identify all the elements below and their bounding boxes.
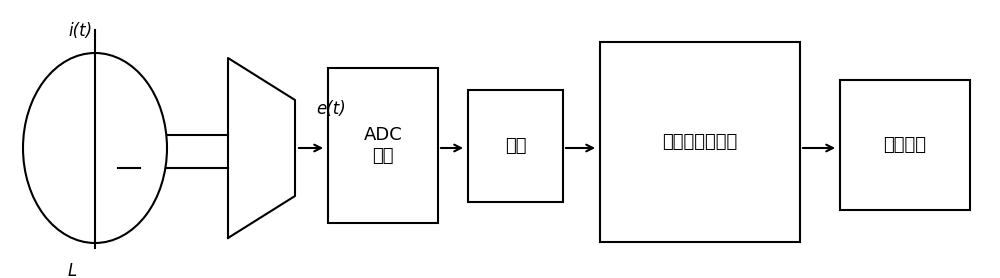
Bar xyxy=(600,42,800,242)
Text: L: L xyxy=(68,262,77,278)
Text: 计算机涌流判断: 计算机涌流判断 xyxy=(662,133,738,151)
Bar xyxy=(328,68,438,223)
Text: 判据输出: 判据输出 xyxy=(884,136,926,154)
Text: 滤波: 滤波 xyxy=(505,137,526,155)
Bar xyxy=(468,90,563,202)
Bar xyxy=(840,80,970,210)
Text: e(t): e(t) xyxy=(316,100,346,118)
Text: ADC
转换: ADC 转换 xyxy=(364,126,402,165)
Text: i(t): i(t) xyxy=(68,22,92,40)
